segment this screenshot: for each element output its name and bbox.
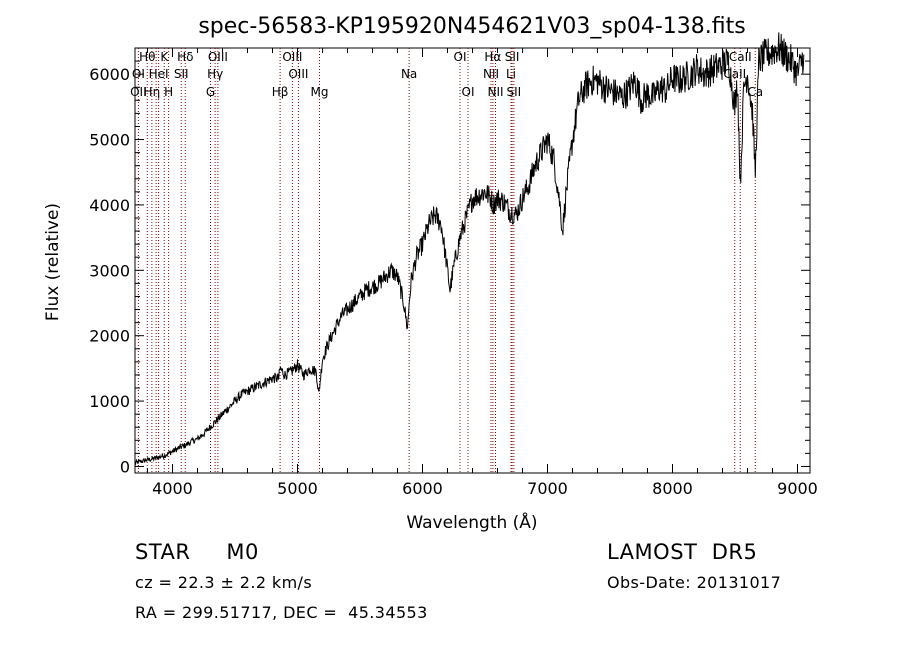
x-axis-label: Wavelength (Å) (406, 511, 537, 533)
coordinates-label: RA = 299.51717, DEC = 45.34553 (135, 603, 428, 622)
y-axis-ticks: 0 1000 2000 3000 4000 5000 6000 (89, 47, 810, 476)
y-tick-label: 4000 (89, 196, 130, 215)
spectrum-line (134, 32, 805, 466)
y-tick-label: 3000 (89, 261, 130, 280)
redshift-label: cz = 22.3 ± 2.2 km/s (135, 573, 313, 592)
x-axis-ticks: 4000 5000 6000 7000 8000 9000 (147, 48, 818, 498)
x-tick-label: 5000 (277, 479, 318, 498)
ref-line-label: Hθ (139, 50, 155, 64)
x-tick-label: 8000 (652, 479, 693, 498)
y-tick-label: 0 (120, 457, 130, 476)
chart-title: spec-56583-KP195920N454621V03_sp04-138.f… (198, 14, 745, 39)
ref-line-label: K (160, 50, 169, 64)
ref-line-label: Hβ (272, 85, 289, 99)
ref-line-label: Na (401, 67, 417, 81)
ref-line-label: SII (174, 67, 189, 81)
plot-frame (134, 47, 811, 474)
y-tick-label: 5000 (89, 131, 130, 150)
obs-date-label: Obs-Date: 20131017 (607, 573, 782, 592)
ref-line-label: SII (505, 50, 520, 64)
ref-line-label: OI (454, 50, 467, 64)
ref-line-label: Ca (747, 85, 763, 99)
ref-line-label: G (206, 85, 215, 99)
ref-line-label: OIII (208, 50, 228, 64)
ref-line-label: Mg (311, 85, 329, 99)
ref-line-label: NII (483, 67, 499, 81)
ref-line-label: SII (507, 85, 522, 99)
ref-line-label: Hα (484, 50, 501, 64)
ref-line-label: Hδ (177, 50, 193, 64)
y-tick-label: 1000 (89, 392, 130, 411)
object-class: STAR M0 (135, 540, 259, 564)
y-tick-label: 6000 (89, 65, 130, 84)
ref-line-label: OI (462, 85, 475, 99)
x-tick-label: 4000 (152, 479, 193, 498)
ref-line-label: OIII (282, 50, 302, 64)
survey-label: LAMOST DR5 (607, 540, 758, 564)
y-axis-label: Flux (relative) (43, 203, 63, 321)
x-tick-label: 9000 (777, 479, 818, 498)
reference-lines (137, 48, 756, 473)
y-tick-label: 2000 (89, 327, 130, 346)
ref-line-label: OIII (288, 67, 308, 81)
ref-line-label: NII (487, 85, 503, 99)
ref-line-label: Hη (144, 85, 161, 99)
ref-line-label: OII (130, 85, 147, 99)
ref-line-label: CaII (723, 67, 746, 81)
reference-line-labels: Hθ K Hδ OIII OIII OI Hα SII CaII OI HeI SII Hγ OIII Na… (130, 50, 763, 99)
ref-line-label: H (164, 85, 173, 99)
ref-line-label: Li (506, 67, 516, 81)
x-tick-label: 6000 (402, 479, 443, 498)
x-tick-label: 7000 (527, 479, 568, 498)
ref-line-label: Hγ (207, 67, 223, 81)
ref-line-label: CaII (729, 50, 752, 64)
ref-line-label: HeI (149, 67, 169, 81)
